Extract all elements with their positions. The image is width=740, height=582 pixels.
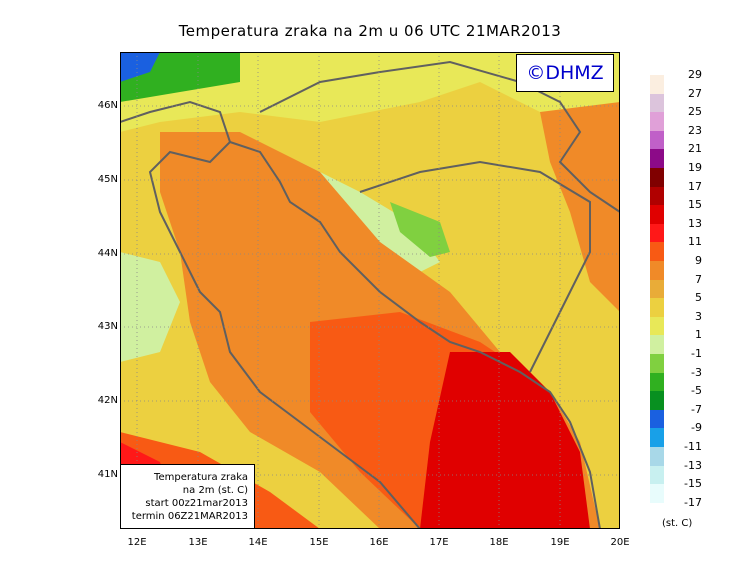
legend-swatch <box>650 279 664 299</box>
info-line-4: termin 06Z21MAR2013 <box>131 511 248 522</box>
legend-swatch <box>650 112 664 132</box>
legend-label: 1 <box>695 328 702 342</box>
lon-label-15e: 15E <box>309 537 329 548</box>
lat-label-45n: 45N <box>97 174 118 185</box>
legend-swatch <box>650 93 664 113</box>
lat-label-43n: 43N <box>97 321 118 332</box>
legend-label: 13 <box>688 216 702 230</box>
legend-label: 17 <box>688 179 702 193</box>
legend-swatch <box>650 205 664 225</box>
zone-very-warm <box>420 352 590 529</box>
legend-swatch <box>650 298 664 318</box>
lat-label-42n: 42N <box>97 395 118 406</box>
legend-swatch <box>650 484 664 504</box>
legend-swatch <box>650 168 664 187</box>
legend-swatch <box>650 130 664 150</box>
lon-label-16e: 16E <box>369 537 389 548</box>
info-box: Temperatura zraka na 2m (st. C) start 00… <box>120 464 255 529</box>
coastline-croatia <box>229 141 601 529</box>
legend-label: -9 <box>691 421 702 435</box>
info-line-3: start 00z21mar2013 <box>145 498 248 509</box>
legend-label: -5 <box>691 384 702 398</box>
lon-label-14e: 14E <box>248 537 268 548</box>
legend-swatch <box>650 354 664 373</box>
legend-label: 27 <box>688 86 702 100</box>
zone-mild-east <box>540 102 620 312</box>
legend-label: -11 <box>684 440 702 453</box>
legend-swatch <box>650 186 664 206</box>
legend-label: -13 <box>684 458 702 472</box>
legend-swatch <box>650 409 664 429</box>
lon-label-20e: 20E <box>610 537 630 548</box>
legend-label: 23 <box>688 123 702 137</box>
legend-label: -7 <box>691 402 702 416</box>
legend-swatch <box>650 261 664 280</box>
lon-label-19e: 19E <box>550 537 570 548</box>
zone-colder-mountains <box>390 202 450 257</box>
legend-label: 21 <box>688 142 702 156</box>
zone-freezing-nw <box>120 52 160 82</box>
lon-label-18e: 18E <box>489 537 509 548</box>
dhmz-logo: ©DHMZ <box>516 54 614 92</box>
legend-label: 5 <box>695 291 702 305</box>
info-line-2: na 2m (st. C) <box>182 485 248 496</box>
map-title: Temperatura zraka na 2m u 06 UTC 21MAR20… <box>178 22 562 40</box>
legend-swatch <box>650 75 664 94</box>
legend-swatch <box>650 242 664 262</box>
border-inland <box>259 60 620 213</box>
border-bosnia <box>359 160 591 373</box>
map-grid <box>120 52 620 529</box>
legend-swatch <box>650 428 664 448</box>
legend-swatch <box>650 447 664 466</box>
zone-cooler-north <box>120 52 620 132</box>
lon-label-13e: 13E <box>188 537 208 548</box>
legend-label: 9 <box>695 254 702 267</box>
legend-swatch <box>650 149 664 169</box>
legend-swatch <box>650 465 664 485</box>
coastline-borders <box>120 60 620 529</box>
lon-label-12e: 12E <box>127 537 147 548</box>
legend-label: 29 <box>688 68 702 81</box>
info-line-1: Temperatura zraka <box>154 472 248 483</box>
map-frame <box>120 52 620 529</box>
legend-label: 15 <box>688 198 702 212</box>
legend-unit: (st. C) <box>662 518 693 529</box>
lat-label-41n: 41N <box>97 469 118 480</box>
legend-label: 11 <box>688 235 702 249</box>
legend-label: 19 <box>688 161 702 174</box>
legend-swatch <box>650 372 664 392</box>
coastline-italy <box>120 100 421 529</box>
lat-label-44n: 44N <box>97 248 118 259</box>
temperature-map <box>120 52 620 529</box>
legend-swatch <box>650 335 664 355</box>
legend-label: -17 <box>684 495 702 509</box>
legend-label: 25 <box>688 105 702 119</box>
legend-label: -1 <box>691 347 702 360</box>
legend-swatch <box>650 316 664 336</box>
lat-label-46n: 46N <box>97 100 118 111</box>
legend-swatch <box>650 223 664 243</box>
legend-swatch <box>650 391 664 411</box>
zone-cold-west <box>120 252 180 362</box>
legend-label: -3 <box>691 365 702 379</box>
lon-label-17e: 17E <box>429 537 449 548</box>
legend-label: 3 <box>695 309 702 323</box>
legend-label: 7 <box>695 272 702 286</box>
legend-label: -15 <box>684 477 702 491</box>
